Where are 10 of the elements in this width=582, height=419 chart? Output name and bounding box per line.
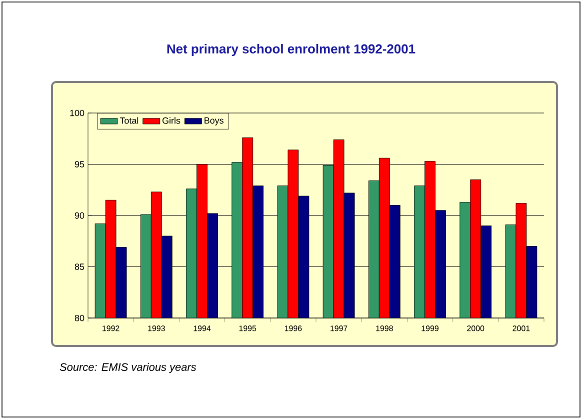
text: Source: EMIS various years: [60, 362, 196, 374]
y-tick-label: 80: [74, 314, 84, 322]
y-tick-label: 95: [74, 161, 84, 168]
y-tick-label: 90: [74, 212, 84, 219]
legend-label: Total: [120, 117, 138, 124]
legend-label: Boys: [204, 117, 224, 126]
y-tick-label: 100: [70, 110, 84, 116]
chart-title: Net primary school enrolment 1992-2001: [167, 44, 416, 56]
y-tick-label: 85: [74, 264, 84, 270]
legend-label: Girls: [162, 117, 180, 124]
